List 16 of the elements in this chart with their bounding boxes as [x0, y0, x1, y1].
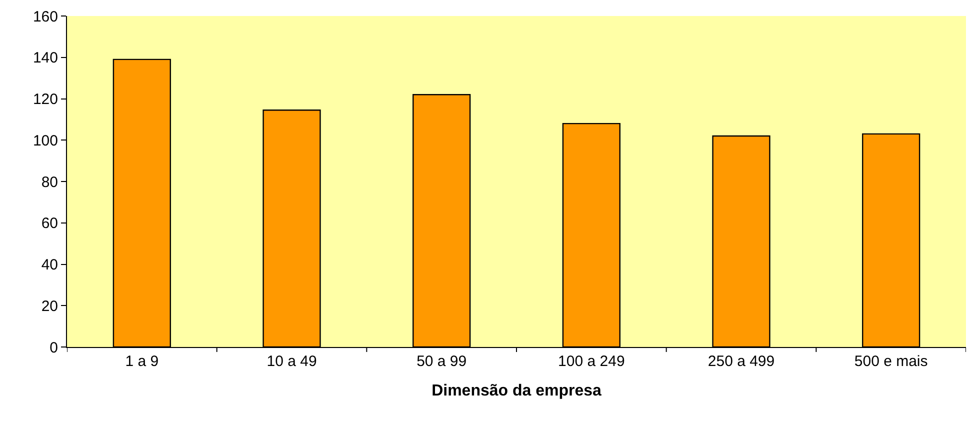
- y-tick-label: 0: [50, 339, 58, 356]
- x-tick-label: 10 a 49: [266, 353, 317, 370]
- x-tick-label: 250 a 499: [708, 353, 775, 370]
- x-tick-label: 500 e mais: [854, 353, 928, 370]
- y-tick-label: 100: [32, 132, 58, 150]
- x-tick-label: 1 a 9: [125, 353, 159, 370]
- x-tick-label: 100 a 249: [558, 353, 625, 370]
- y-tick-label: 120: [32, 91, 58, 108]
- y-tick-label: 40: [41, 256, 58, 274]
- y-tick-label: 80: [41, 174, 58, 191]
- x-axis-title: Dimensão da empresa: [432, 382, 602, 400]
- x-tick-label: 50 a 99: [416, 353, 467, 370]
- y-tick-label: 160: [32, 8, 58, 26]
- y-tick-label: 140: [32, 50, 58, 67]
- y-tick-label: 60: [41, 215, 58, 232]
- y-tick-label: 20: [41, 298, 58, 315]
